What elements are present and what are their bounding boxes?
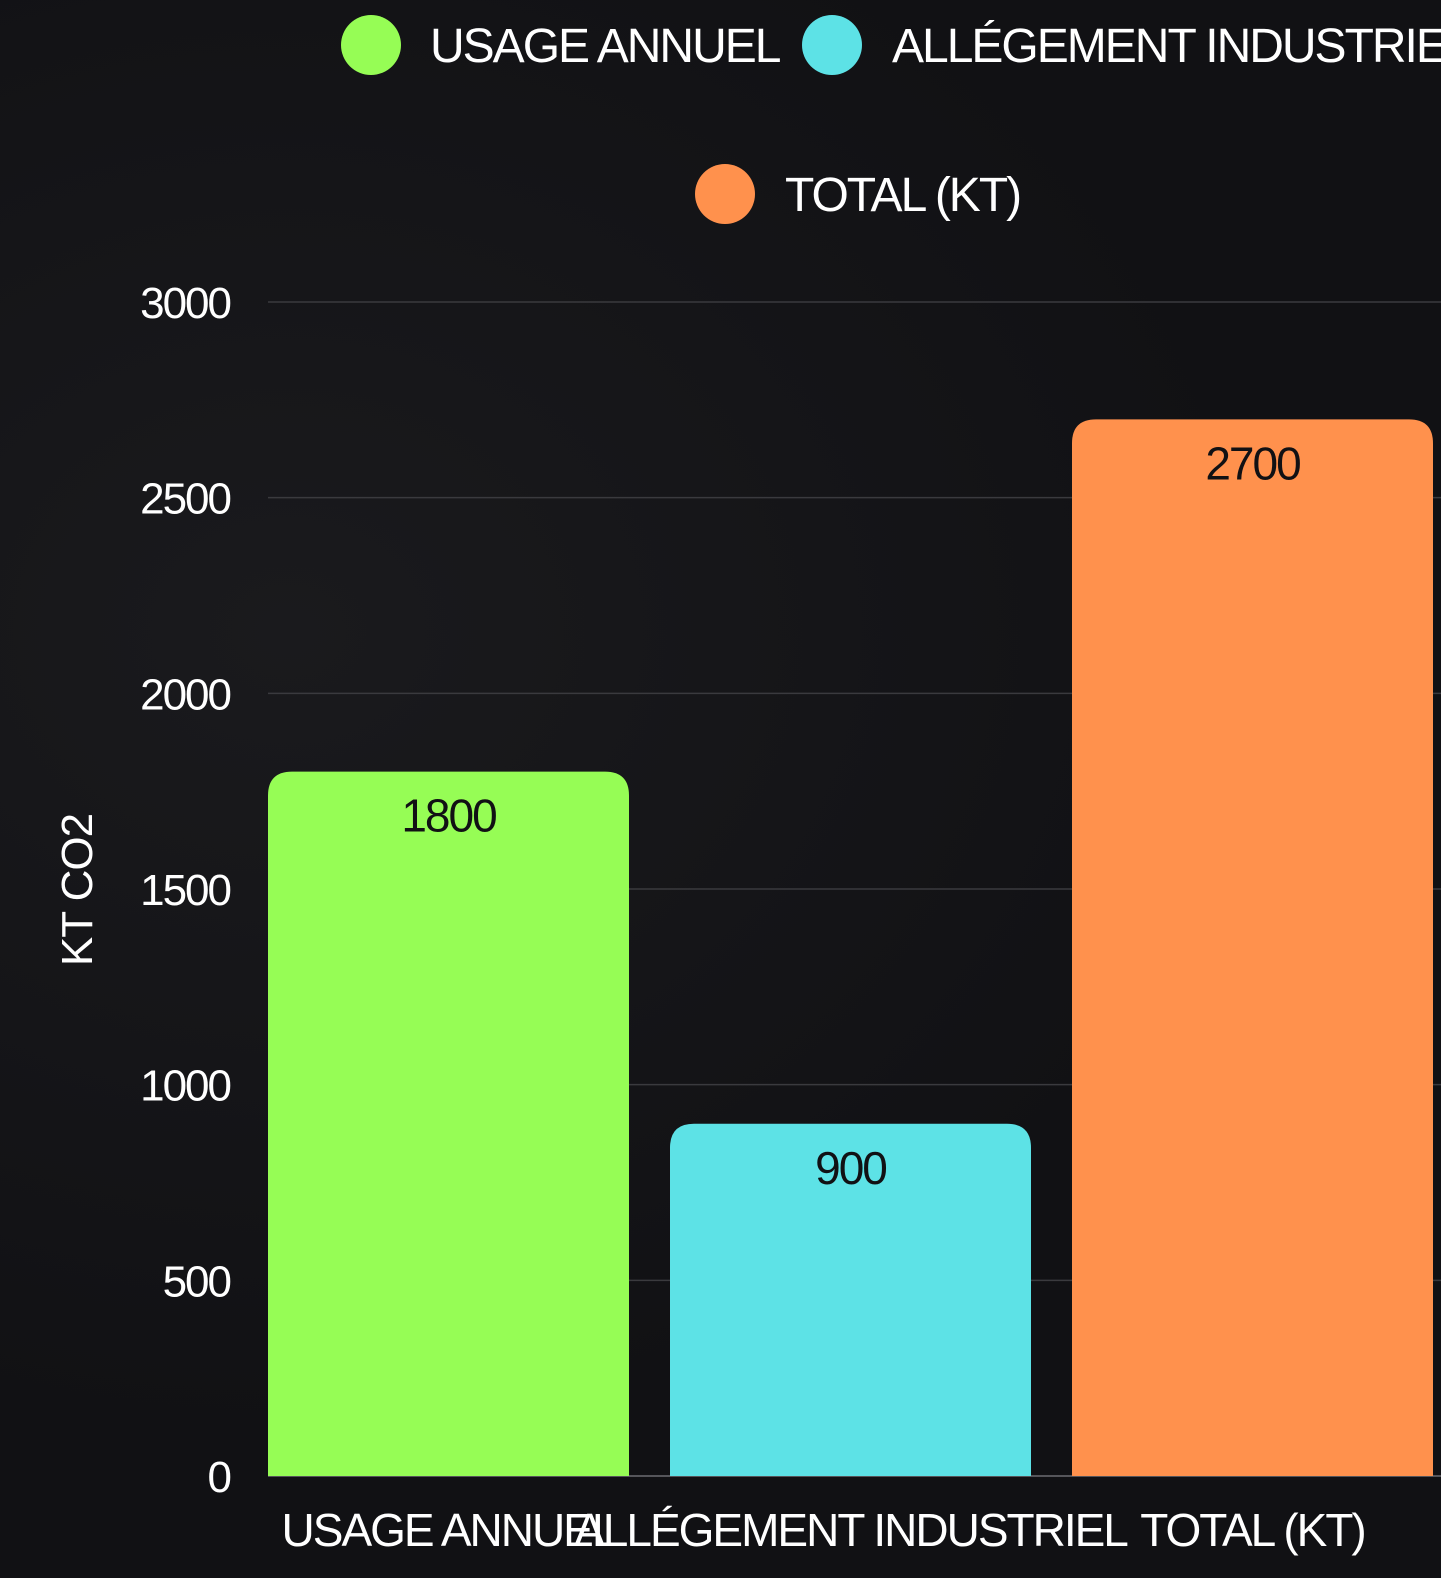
bar bbox=[1072, 419, 1433, 1476]
x-category-label: ALLÉGEMENT INDUSTRIEL bbox=[574, 1504, 1128, 1556]
bar-value-label: 1800 bbox=[401, 790, 496, 842]
chart-bars: 1800 900 2700 bbox=[268, 419, 1433, 1476]
legend-swatch bbox=[695, 164, 755, 224]
y-tick-label: 1500 bbox=[140, 866, 230, 915]
y-tick-label: 2500 bbox=[140, 475, 230, 524]
y-axis-title: KT CO2 bbox=[53, 814, 102, 966]
x-category-label: TOTAL (KT) bbox=[1140, 1504, 1365, 1556]
y-tick-label: 2000 bbox=[140, 670, 230, 719]
bar bbox=[670, 1123, 1031, 1476]
bar bbox=[268, 771, 629, 1476]
legend-label: ALLÉGEMENT INDUSTRIEL bbox=[892, 20, 1441, 73]
legend-swatch bbox=[802, 15, 862, 75]
y-axis-ticks: 0 500 1000 1500 2000 2500 3000 bbox=[140, 279, 232, 1502]
legend-swatch bbox=[341, 15, 401, 75]
bar-value-label: 900 bbox=[815, 1142, 886, 1194]
y-tick-label: 500 bbox=[163, 1257, 231, 1306]
chart-legend: USAGE ANNUEL ALLÉGEMENT INDUSTRIEL TOTAL (… bbox=[341, 15, 1441, 224]
bar-value-label: 2700 bbox=[1205, 437, 1300, 489]
y-tick-label: 0 bbox=[208, 1453, 231, 1502]
y-tick-label: 1000 bbox=[140, 1062, 230, 1111]
legend-label: USAGE ANNUEL bbox=[430, 20, 781, 73]
legend-label: TOTAL (KT) bbox=[785, 169, 1020, 222]
x-category-label: USAGE ANNUEL bbox=[282, 1504, 617, 1556]
y-tick-label: 3000 bbox=[140, 279, 230, 328]
